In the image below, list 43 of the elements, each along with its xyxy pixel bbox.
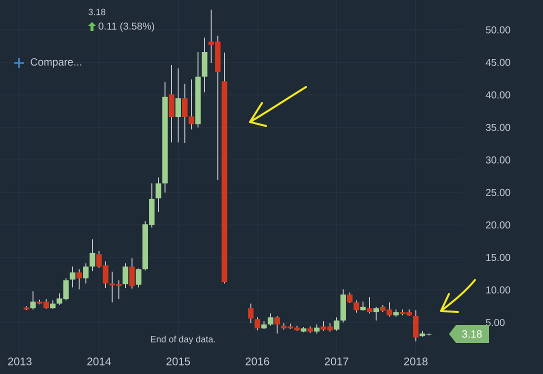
annotation: 0.11 (3.58%) — [98, 22, 154, 32]
candlestick — [360, 301, 366, 312]
y-tick-label: 30.00 — [486, 156, 510, 164]
x-tick-label: 2013 — [8, 358, 32, 366]
candlestick — [274, 316, 280, 334]
candlestick — [334, 316, 340, 332]
y-tick-label: 10.00 — [486, 286, 510, 294]
candlestick — [248, 303, 254, 324]
candlestick — [122, 262, 128, 288]
y-tick-label: 50.00 — [486, 26, 510, 34]
x-tick-label: 2014 — [87, 358, 111, 366]
candlestick — [156, 177, 162, 212]
candlestick — [83, 262, 89, 284]
candlestick — [90, 238, 96, 272]
y-tick-label: 35.00 — [486, 124, 510, 131]
annotation: End of day data. — [150, 336, 215, 344]
candlestick — [268, 312, 274, 326]
annotation: Compare... — [30, 58, 82, 68]
x-tick-label: 2016 — [246, 358, 270, 366]
candlestick — [373, 306, 379, 321]
x-tick-label: 2015 — [166, 358, 190, 366]
candlestick — [413, 310, 419, 342]
y-tick-label: 25.00 — [486, 188, 510, 196]
x-tick-label: 2017 — [324, 358, 348, 366]
x-tick-label: 2018 — [404, 358, 428, 366]
candlestick — [354, 300, 360, 314]
candlestick — [314, 324, 320, 334]
y-tick-label: 15.00 — [486, 254, 510, 261]
candlestick — [136, 268, 142, 288]
candlestick — [76, 268, 82, 290]
annotation: 3.18 — [88, 8, 106, 16]
candlestick — [70, 266, 76, 288]
candlestick — [347, 292, 353, 304]
y-tick-label: 40.00 — [486, 91, 510, 98]
candlestick — [175, 68, 181, 143]
candlestick — [30, 290, 36, 310]
candlestick — [366, 296, 372, 314]
candlestick — [168, 64, 174, 143]
text: 3.18 — [462, 330, 482, 338]
y-tick-label: 45.00 — [486, 58, 510, 66]
y-tick-label: 20.00 — [486, 221, 510, 228]
candlestick — [129, 258, 135, 290]
candlestick — [254, 316, 260, 331]
